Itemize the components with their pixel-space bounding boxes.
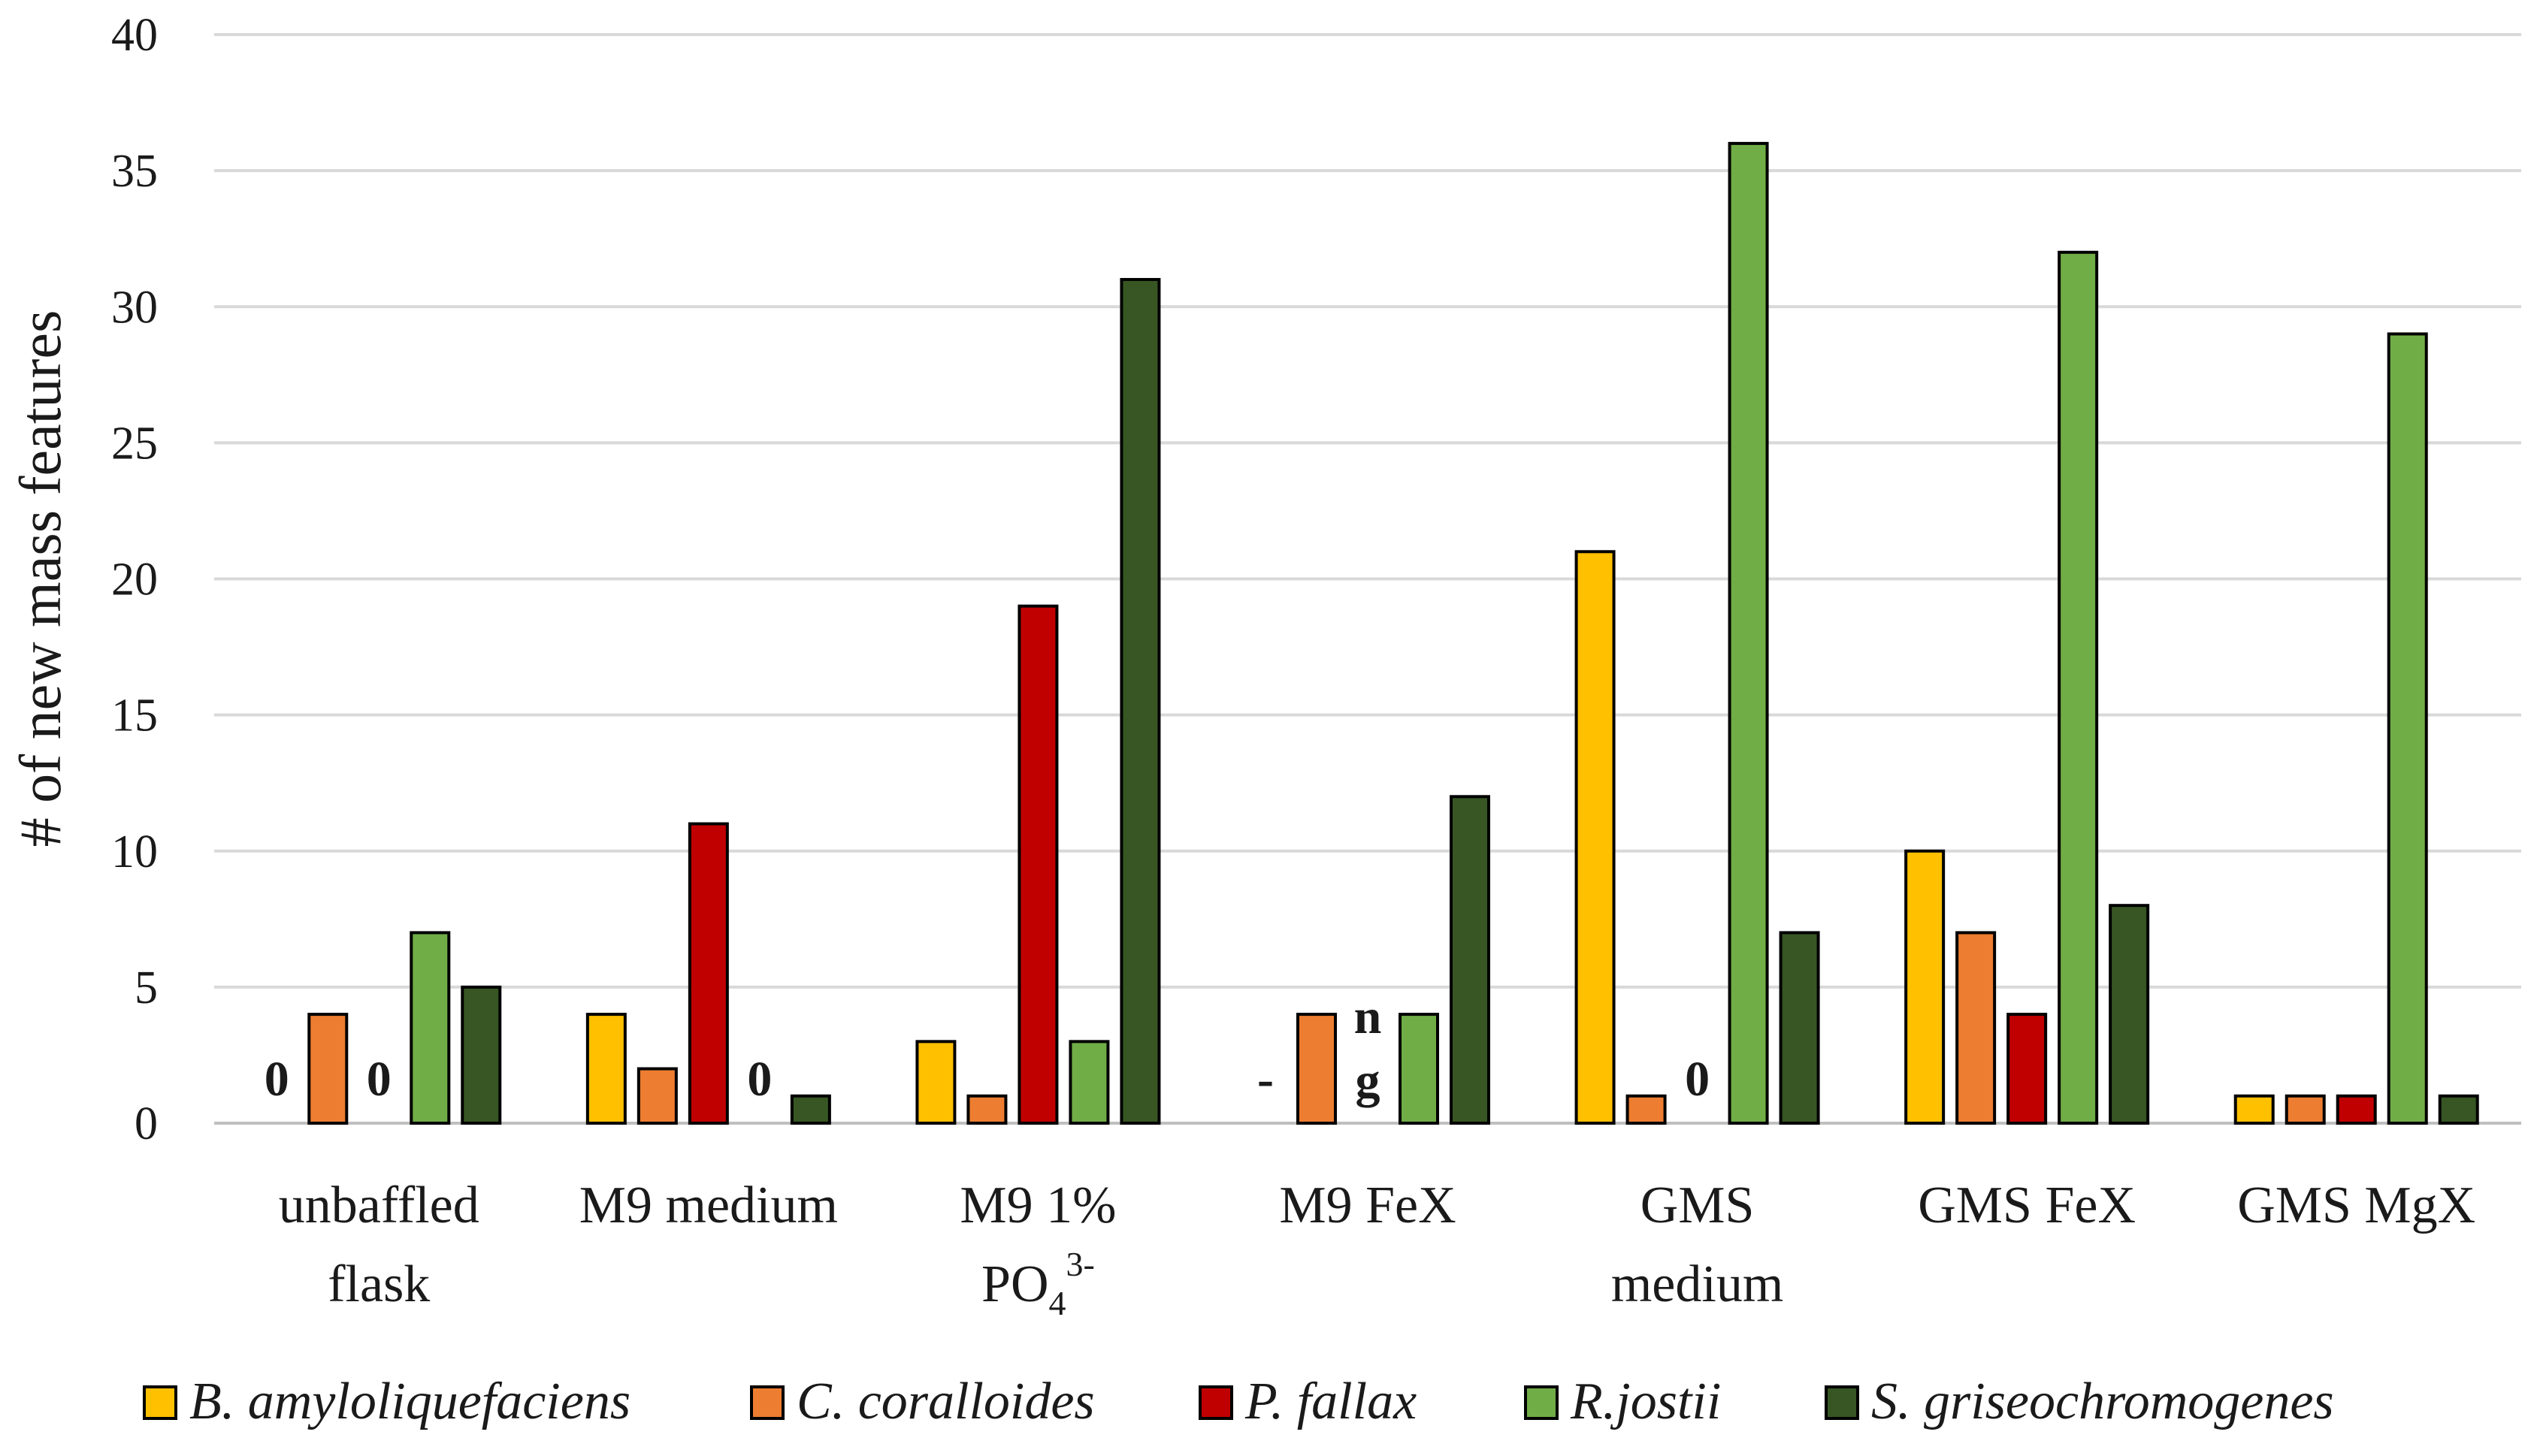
legend-swatch xyxy=(1825,1385,1859,1420)
legend-label: B. amyloliquefaciens xyxy=(189,1373,630,1430)
bar xyxy=(915,1040,957,1125)
bar xyxy=(2336,1094,2377,1125)
bar-annotations: 0 0 0 - ng 0 xyxy=(265,989,1710,1108)
bar-annotation: 0 xyxy=(265,1052,289,1107)
y-axis: 0 5 10 15 20 25 30 35 40 xyxy=(111,10,158,1149)
bar xyxy=(585,1013,627,1125)
legend-label: S. griseochromogenes xyxy=(1871,1373,2334,1430)
bar xyxy=(966,1094,1008,1125)
bar xyxy=(461,985,502,1125)
bar xyxy=(1296,1013,1337,1125)
bar xyxy=(1955,931,1997,1125)
legend-label: C. coralloides xyxy=(797,1373,1095,1430)
bar xyxy=(1625,1094,1667,1125)
bar-annotation: 0 xyxy=(747,1052,772,1107)
bar xyxy=(1728,141,1769,1125)
x-category-label: unbaffled xyxy=(279,1177,479,1234)
bar xyxy=(410,931,451,1125)
bars xyxy=(307,141,2479,1125)
legend-swatch xyxy=(143,1385,177,1420)
x-category-label: GMS MgX xyxy=(2237,1177,2475,1234)
x-category-label: medium xyxy=(1611,1255,1783,1313)
y-tick-label: 20 xyxy=(111,554,158,606)
bar xyxy=(2058,250,2099,1125)
y-tick-label: 10 xyxy=(111,826,158,878)
bar xyxy=(637,1067,678,1125)
x-axis: unbaffled flask M9 medium M9 1% PO43- M9 FeX G… xyxy=(279,1177,2475,1322)
y-tick-label: 15 xyxy=(111,690,158,742)
bar xyxy=(2285,1094,2326,1125)
bar xyxy=(2233,1094,2275,1125)
bar-annotation: n xyxy=(1354,989,1382,1044)
y-axis-label: # of new mass features xyxy=(8,310,73,847)
x-category-label: M9 1% xyxy=(960,1177,1116,1234)
bar xyxy=(1120,278,1161,1125)
y-tick-label: 30 xyxy=(111,282,158,333)
legend-label: P. fallax xyxy=(1244,1373,1417,1430)
bar xyxy=(2438,1094,2479,1125)
x-category-label: M9 FeX xyxy=(1279,1177,1456,1234)
bar xyxy=(688,822,729,1125)
x-category-label: GMS FeX xyxy=(1918,1177,2136,1234)
bar xyxy=(1018,604,1059,1125)
legend-swatch xyxy=(750,1385,785,1420)
y-tick-label: 40 xyxy=(111,10,158,61)
y-tick-label: 5 xyxy=(135,962,158,1013)
bar-annotation: g xyxy=(1356,1053,1380,1108)
legend-swatch xyxy=(1524,1385,1559,1420)
x-category-label: GMS xyxy=(1640,1177,1755,1234)
y-tick-label: 0 xyxy=(135,1098,158,1149)
bar xyxy=(1450,795,1490,1125)
bar-annotation: 0 xyxy=(1685,1052,1710,1107)
y-tick-label: 35 xyxy=(111,146,158,197)
gridlines xyxy=(214,33,2521,1125)
bar xyxy=(1399,1013,1439,1125)
bar xyxy=(790,1094,831,1125)
legend: B. amyloliquefaciens C. coralloides P. fal… xyxy=(143,1373,2334,1430)
x-category-label: flask xyxy=(328,1255,430,1313)
bar xyxy=(2006,1013,2048,1125)
x-category-label: M9 medium xyxy=(579,1177,838,1234)
y-tick-label: 25 xyxy=(111,418,158,469)
bar xyxy=(1904,849,1946,1125)
x-category-label: PO43- xyxy=(981,1245,1095,1322)
bar-annotation: - xyxy=(1257,1052,1274,1107)
bar xyxy=(2109,904,2150,1125)
bar xyxy=(1069,1040,1110,1125)
bar xyxy=(307,1013,349,1125)
legend-label: R.jostii xyxy=(1570,1373,1721,1430)
bar xyxy=(1574,550,1616,1125)
legend-swatch xyxy=(1199,1385,1233,1420)
bar-annotation: 0 xyxy=(367,1052,392,1107)
bar xyxy=(1779,931,1820,1125)
bar xyxy=(2387,332,2428,1125)
